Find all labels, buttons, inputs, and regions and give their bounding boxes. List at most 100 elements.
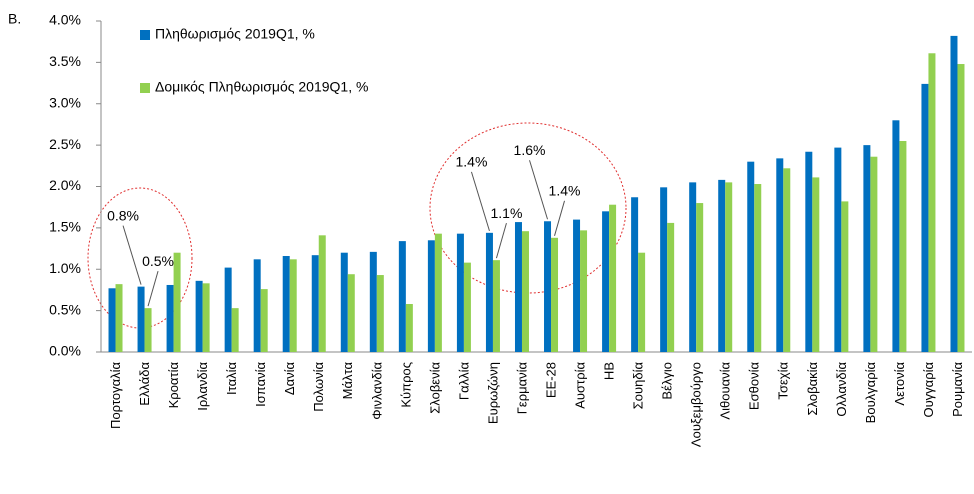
- data-label: 1.6%: [514, 142, 546, 158]
- bar: [456, 233, 464, 352]
- x-tick-label: Λιθουανία: [718, 362, 733, 420]
- x-tick-label: Πολωνία: [311, 362, 326, 412]
- bar: [921, 83, 929, 352]
- legend-swatch: [140, 83, 150, 93]
- x-tick-label: Ελλάδα: [137, 362, 152, 406]
- bar: [369, 251, 377, 352]
- bar: [514, 222, 522, 352]
- x-tick-label: Ρουμανία: [950, 362, 965, 417]
- y-tick-label: 3.5%: [49, 53, 81, 69]
- y-tick-label: 3.0%: [49, 94, 81, 110]
- x-tick-label: Ιρλανδία: [195, 362, 210, 411]
- bar: [638, 252, 646, 352]
- y-tick-label: 0.0%: [49, 343, 81, 359]
- data-label: 1.4%: [455, 154, 487, 170]
- leader-line: [529, 160, 548, 220]
- y-tick-label: 0.5%: [49, 301, 81, 317]
- bar: [863, 145, 871, 352]
- bar: [463, 262, 471, 352]
- bar: [115, 284, 123, 352]
- bar: [544, 221, 552, 352]
- x-tick-label: Λετονία: [892, 362, 907, 406]
- bar: [841, 201, 849, 352]
- bar: [812, 177, 820, 352]
- x-tick-label: Ισπανία: [253, 362, 268, 407]
- leader-line: [495, 223, 507, 259]
- bar: [747, 161, 755, 352]
- bar: [696, 203, 704, 352]
- bar: [602, 211, 610, 352]
- y-tick-label: 2.5%: [49, 136, 81, 152]
- bar: [580, 230, 588, 352]
- bar: [340, 252, 348, 352]
- data-label: 0.5%: [142, 253, 174, 269]
- bar: [427, 240, 435, 352]
- x-tick-label: Κροατία: [166, 362, 181, 409]
- bar: [318, 235, 326, 352]
- bar: [231, 308, 239, 352]
- legend-label: Δομικός Πληθωρισμός 2019Q1, %: [155, 79, 368, 95]
- bar: [754, 184, 762, 352]
- bar: [521, 231, 529, 352]
- bar: [718, 179, 726, 352]
- x-tick-label: Βουλγαρία: [863, 362, 878, 424]
- x-tick-label: Πορτογαλία: [108, 362, 123, 429]
- bar: [405, 304, 413, 352]
- bar: [376, 275, 384, 352]
- bar: [434, 233, 442, 352]
- x-tick-label: Ευρωζώνη: [485, 362, 500, 424]
- x-tick-label: Ιταλία: [224, 362, 239, 395]
- x-tick-label: ΕΕ-28: [543, 362, 558, 398]
- bar: [224, 267, 232, 352]
- bar: [173, 252, 181, 352]
- x-tick-label: Φινλανδία: [369, 362, 384, 420]
- bar: [311, 255, 319, 352]
- y-tick-label: 1.0%: [49, 260, 81, 276]
- bar: [347, 274, 355, 352]
- bar: [870, 156, 878, 352]
- x-tick-label: Σουηδία: [631, 362, 646, 410]
- x-tick-label: Κύπρος: [398, 362, 413, 408]
- bar: [834, 147, 842, 352]
- bar: [551, 237, 559, 352]
- x-tick-label: Λουξεμβούργο: [689, 362, 704, 447]
- x-tick-label: Εσθονία: [747, 362, 762, 411]
- bar: [783, 168, 791, 352]
- x-tick-label: Σλοβακία: [805, 362, 820, 416]
- x-tick-label: Δανία: [282, 362, 297, 396]
- bar: [805, 151, 813, 352]
- bar: [260, 289, 268, 352]
- highlight-ellipse: [429, 122, 627, 294]
- data-label: 1.1%: [490, 205, 522, 221]
- bar: [725, 182, 733, 352]
- x-tick-label: Γαλλία: [456, 362, 471, 401]
- y-tick-label: 1.5%: [49, 219, 81, 235]
- bar: [957, 64, 965, 352]
- bar: [289, 259, 297, 352]
- bar: [253, 259, 261, 352]
- x-tick-label: ΗΒ: [602, 362, 617, 380]
- bar: [144, 308, 152, 352]
- bar: [573, 219, 581, 352]
- x-tick-label: Βέλγιο: [660, 362, 675, 400]
- bar: [892, 120, 900, 352]
- bar: [108, 288, 116, 352]
- x-tick-label: Μάλτα: [340, 362, 355, 400]
- leader-line: [122, 225, 142, 285]
- bar: [950, 35, 958, 353]
- bar: [631, 197, 639, 352]
- x-tick-label: Τσεχία: [776, 362, 791, 400]
- leader-line: [554, 200, 565, 236]
- legend-swatch: [140, 30, 150, 40]
- bar: [660, 187, 668, 352]
- bar: [899, 140, 907, 352]
- bar: [492, 260, 500, 352]
- bar: [689, 182, 697, 352]
- x-tick-label: Αυστρία: [572, 362, 587, 409]
- x-tick-label: Γερμανία: [514, 362, 529, 415]
- bar: [398, 241, 406, 352]
- data-label: 0.8%: [107, 207, 139, 223]
- x-tick-label: Ολλανδία: [834, 362, 849, 417]
- bar: [202, 283, 210, 352]
- bar: [776, 158, 784, 352]
